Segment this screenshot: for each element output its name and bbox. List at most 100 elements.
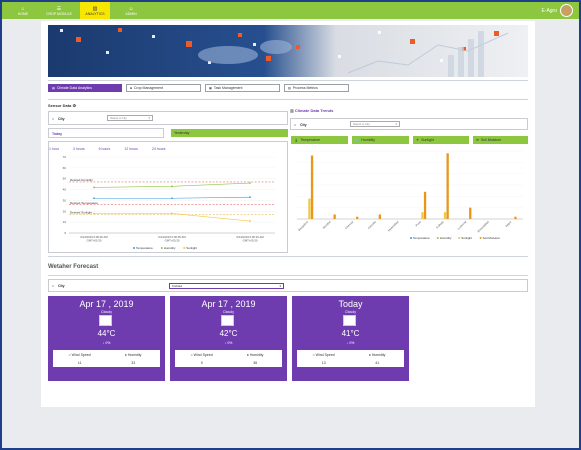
y-tick-label: 50 [63,177,67,181]
x-tick-label: 6/14/2019 6:00:00 AM [80,235,108,239]
legend-label: Temperature [413,236,430,240]
header-banner [48,25,528,77]
humidity-label-wrap: ♦ Humidity [369,353,386,357]
annotation-label: Desired Temperature [70,201,98,205]
time-filter-12h[interactable]: 12 hours [124,147,138,151]
wind-speed-value: 9 [200,361,203,365]
forecast-divider-bottom [48,275,528,276]
time-filter-1h[interactable]: 1 hour [49,147,59,151]
user-menu[interactable]: E-Agro [541,4,573,17]
bar [469,207,472,219]
sensor-city-label: City [58,117,65,121]
forecast-condition: Cloudy [101,310,112,314]
legend-marker [160,247,163,249]
time-filter-3h[interactable]: 3 hours [72,147,85,151]
tab-crop-management[interactable]: ♣ Crop Management [126,84,201,92]
line-chart-grid [69,156,275,234]
legend-label: Sunlight [186,246,197,250]
forecast-date: Apr 17 , 2019 [79,299,134,309]
dashboard-icon: ▤ [52,86,55,90]
tab-process-metrics[interactable]: ▧ Process Metrics [284,84,349,92]
forecast-change: ↓ 0% [346,341,355,345]
legend-marker [410,237,412,239]
chevron-down-icon: ▾ [148,116,150,120]
data-point [249,182,251,184]
today-tab[interactable]: Today [48,128,164,138]
x-tick-label: Calcutta [367,220,377,230]
x-tick-label: Jaipur [504,220,512,228]
trends-city-label: City [300,123,307,127]
forecast-stats: ≈ Wind Speed ♦ Humidity 11 33 [53,350,160,367]
x-tick-label: GMT+05:30 [165,239,180,243]
forecast-change: ↓ 0% [102,341,111,345]
tab-task-management[interactable]: ▦ Task Management [205,84,280,92]
x-tick-label: Lucknow [457,219,468,230]
forecast-card: Apr 17 , 2019 Cloudy 42°C ↓ 0% ≈ Wind Sp… [170,296,287,381]
crop-icon: ☰ [56,5,62,12]
trend-tab-humidity[interactable]: 💧 Humidity [352,136,409,144]
wind-icon: ≈ [190,353,194,357]
forecast-divider-top [48,256,528,257]
x-tick-label: Pune [415,220,423,228]
main-content: ▤ Climate Data Analytics ♣ Crop Management… [41,21,535,407]
x-tick-label: Hyderabad [387,220,400,233]
tab-climate-data-analytics[interactable]: ▤ Climate Data Analytics [48,84,122,92]
x-tick-label: GMT+05:30 [87,239,102,243]
droplet-icon: ♦ [369,353,372,357]
nav-crop-module[interactable]: ☰ CROP MODULE [46,5,72,16]
y-tick-label: 20 [63,209,67,213]
trends-title: Climate Data Trends [294,108,334,113]
line-chart-legend: Temperature Humidity Sunlight [133,246,197,250]
sensor-chart-box [48,141,288,253]
avatar [560,4,573,17]
trends-city-select[interactable]: Select a City ▾ [350,121,400,127]
data-point [249,220,251,222]
forecast-city-select[interactable]: Kolkata ▾ [169,283,284,289]
data-point [171,185,173,188]
trend-tab-soil-moisture[interactable]: ≋ Soil Moisture [473,136,528,144]
sensor-city-select[interactable]: Select a City ▾ [107,115,153,121]
trend-tab-temperature[interactable]: 🌡 Temperature [291,136,348,144]
nav-home[interactable]: ⌂ HOME [17,5,29,16]
legend-marker [183,247,186,249]
wind-icon: ≈ [312,353,316,357]
user-name: E-Agro [541,7,557,14]
metrics-icon: ▧ [288,86,291,90]
bar [443,212,447,219]
banner-divider [48,80,528,81]
data-point [171,212,173,215]
yesterday-tab[interactable]: Yesterday [171,129,288,137]
forecast-city-label: City [58,284,65,288]
sun-icon: ☀ [416,138,420,142]
y-tick-label: 70 [63,155,67,159]
nav-analytics[interactable]: ▥ ANALYTICS [80,2,110,19]
line-chart-series [93,182,251,222]
wind-speed-label-wrap: ≈ Wind Speed [190,353,213,357]
droplet-icon: ♦ [125,353,128,357]
tabs-divider [48,99,528,100]
task-icon: ▦ [209,86,212,90]
wind-speed-label-wrap: ≈ Wind Speed [312,353,335,357]
analytics-icon: ▥ [92,5,98,12]
time-filter-6h[interactable]: 6 hours [98,147,111,151]
crop-icon: ♣ [130,86,132,90]
bar-chart-grid [297,150,523,220]
humidity-label-wrap: ♦ Humidity [125,353,142,357]
nav-admin[interactable]: ☺ ADMIN [125,5,137,16]
line-chart-y-ticks: 0 10 20 30 40 50 60 70 [63,155,67,235]
annotation-label: Desired Sunlight [70,211,92,215]
humidity-label-wrap: ♦ Humidity [247,353,264,357]
forecast-date: Today [338,299,363,309]
bar [378,214,381,219]
home-icon: ⌂ [52,284,55,288]
trend-tab-sunlight[interactable]: ☀ Sunlight [413,136,469,144]
legend-label: Humidity [440,236,452,240]
wind-icon: ≈ [68,353,72,357]
time-filter-24h[interactable]: 24 hours [151,147,166,151]
forecast-title: Wetaher Forecast [48,264,99,270]
sensor-city-box: ⌂ City [48,111,288,125]
y-tick-label: 0 [64,231,66,235]
time-filter-list: 1 hour 3 hours 6 hours 12 hours 24 hours [49,147,166,151]
